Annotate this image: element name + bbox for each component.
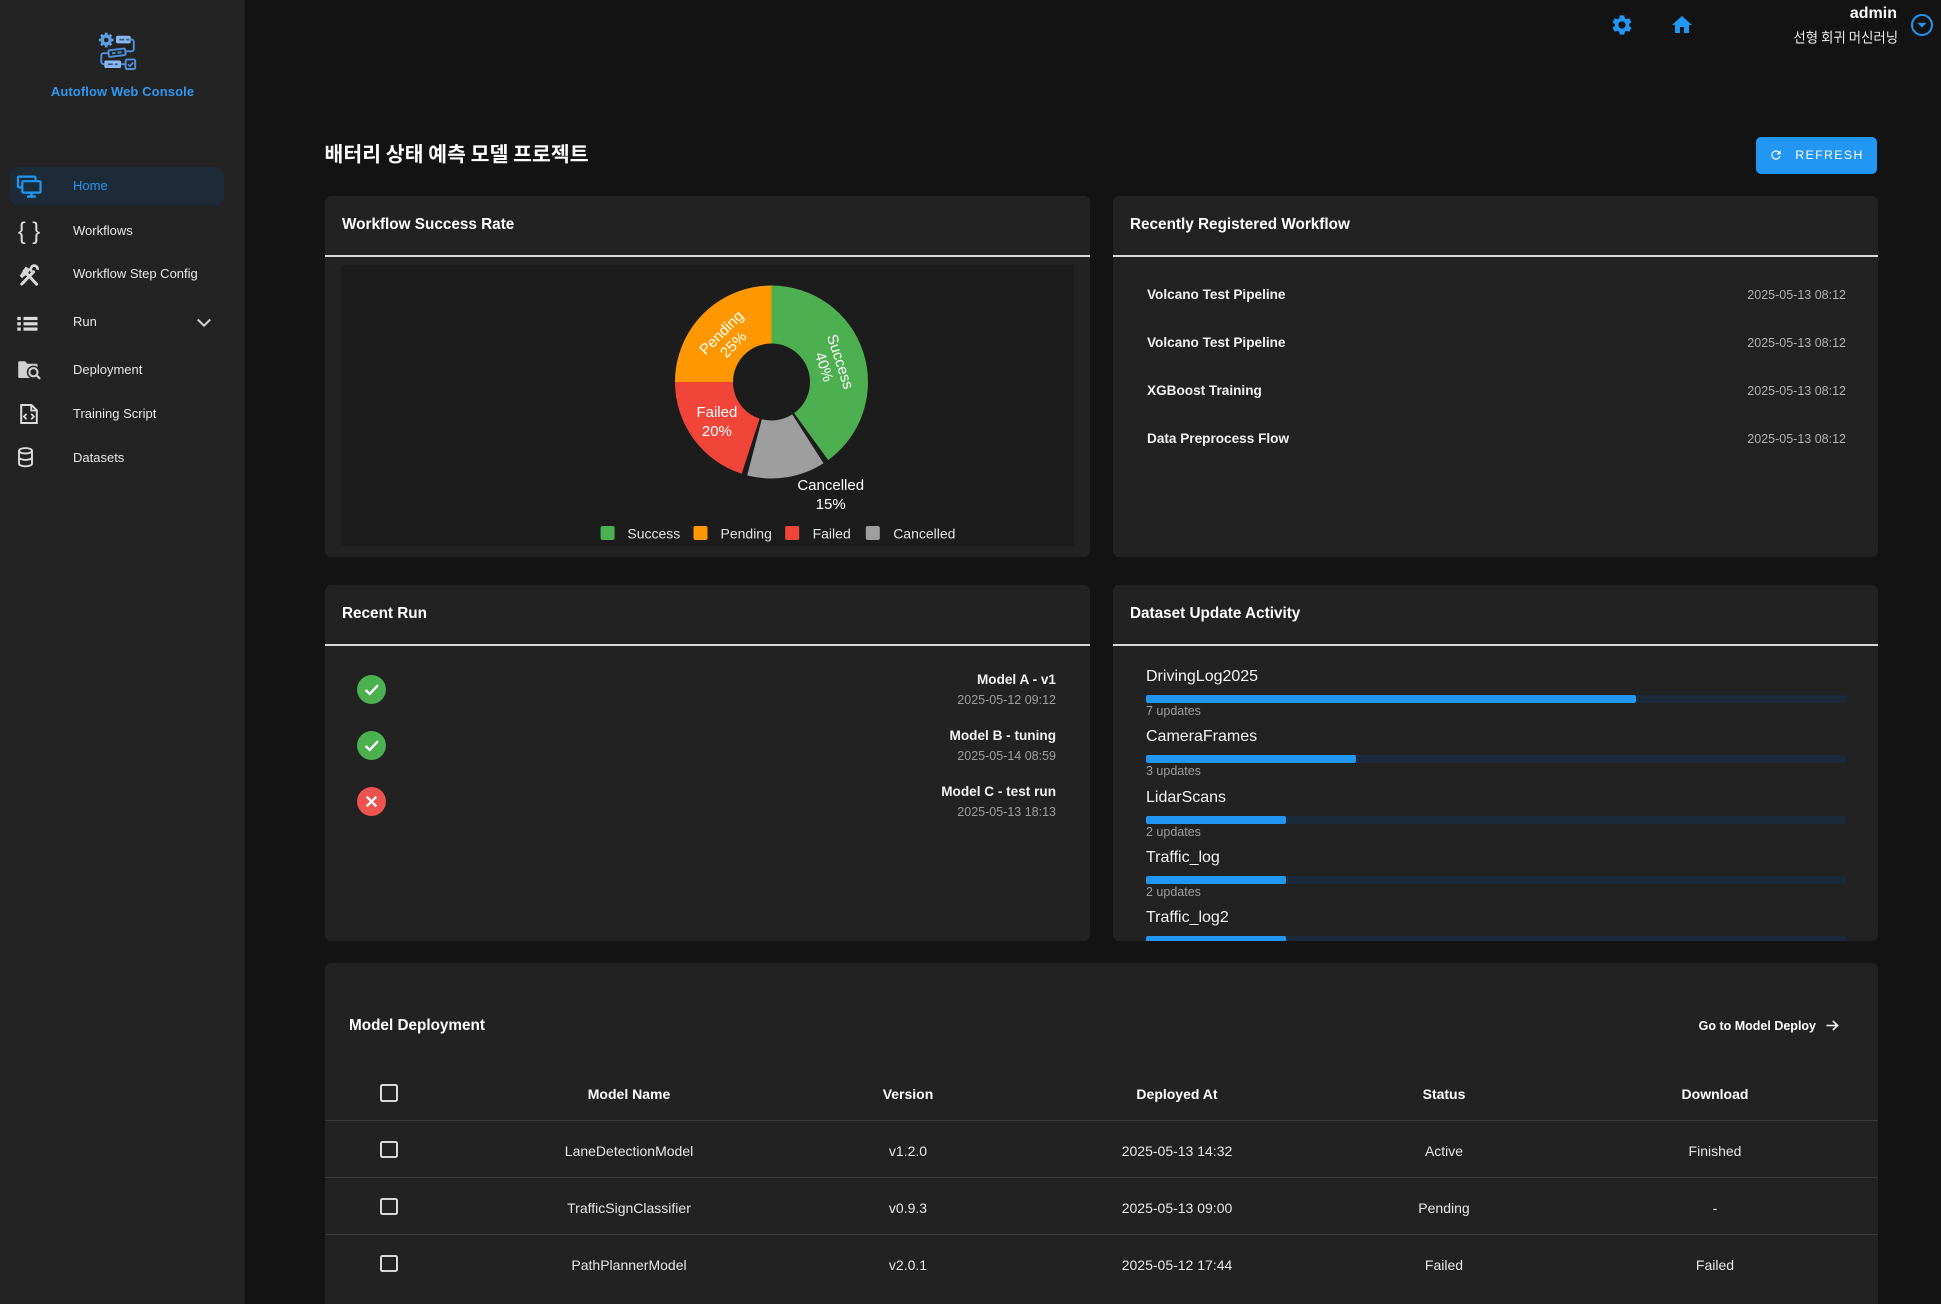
svg-text:20%: 20% bbox=[702, 423, 732, 440]
svg-text:Failed: Failed bbox=[813, 525, 851, 541]
svg-text:{: { bbox=[18, 218, 26, 245]
svg-text:Success: Success bbox=[627, 525, 680, 541]
svg-text:}: } bbox=[32, 218, 40, 245]
svg-text:Pending: Pending bbox=[721, 525, 772, 541]
svg-text:Cancelled: Cancelled bbox=[797, 477, 864, 494]
svg-text:Cancelled: Cancelled bbox=[893, 525, 955, 541]
svg-text:Failed: Failed bbox=[696, 404, 737, 421]
svg-text:15%: 15% bbox=[816, 496, 846, 513]
